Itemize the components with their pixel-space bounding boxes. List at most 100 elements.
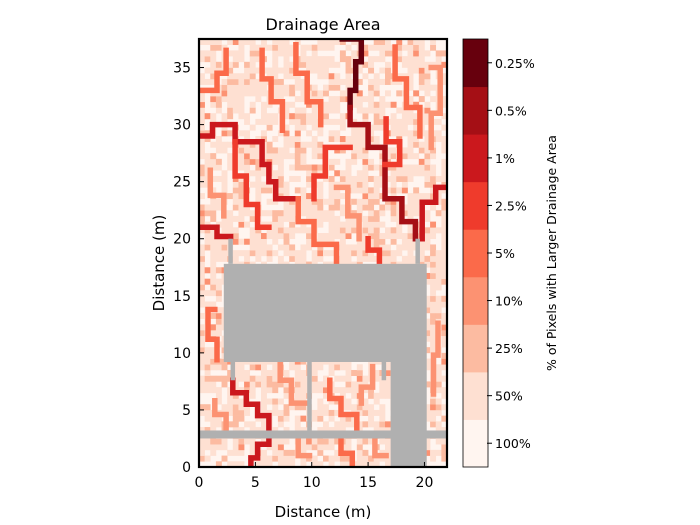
heatmap-cell (249, 147, 256, 154)
heatmap-cell (317, 130, 324, 137)
heatmap-cell (232, 198, 239, 205)
heatmap-cell (396, 187, 403, 194)
heatmap-cell (261, 427, 267, 434)
heatmap-cell (294, 387, 301, 394)
heatmap-cell (215, 39, 222, 46)
heatmap-cell (272, 118, 279, 125)
heatmap-cell (199, 347, 205, 354)
drainage-channel (428, 64, 443, 151)
heatmap-cell (204, 444, 211, 451)
heatmap-cell (385, 164, 391, 171)
heatmap-cell (356, 136, 363, 143)
heatmap-cell (294, 107, 301, 114)
heatmap-cell (244, 255, 251, 262)
heatmap-cell (311, 124, 318, 131)
heatmap-cell (424, 67, 431, 74)
heatmap-cell (441, 227, 447, 234)
heatmap-cell (362, 449, 369, 456)
heatmap-cell (272, 387, 279, 394)
heatmap-cell (232, 398, 239, 405)
heatmap-cell (238, 210, 245, 217)
heatmap-cell (306, 193, 313, 200)
heatmap-cell (407, 221, 414, 228)
heatmap-cell (390, 118, 397, 125)
heatmap-cell (227, 215, 234, 222)
heatmap-cell (441, 198, 447, 205)
heatmap-cell (362, 164, 369, 171)
heatmap-cell (272, 67, 279, 74)
heatmap-cell (255, 364, 262, 371)
heatmap-cell (339, 50, 346, 57)
colorbar-segment (463, 134, 488, 183)
heatmap-cell (232, 78, 239, 85)
heatmap-cell (215, 330, 222, 337)
heatmap-cell (221, 78, 228, 85)
heatmap-cell (401, 210, 408, 217)
heatmap-cell (424, 164, 431, 171)
heatmap-cell (261, 233, 267, 240)
heatmap-cell (227, 141, 234, 148)
heatmap-cell (435, 438, 442, 445)
heatmap-cell (323, 455, 329, 462)
heatmap-cell (238, 215, 245, 222)
heatmap-cell (396, 221, 403, 228)
heatmap-cell (283, 141, 290, 148)
x-axis: 0 5 10 15 20 (195, 462, 433, 491)
heatmap-cell (379, 56, 386, 63)
heatmap-cell (210, 427, 217, 434)
heatmap-cell (289, 255, 296, 262)
heatmap-cell (272, 233, 279, 240)
heatmap-cell (373, 44, 380, 51)
heatmap-cell (339, 113, 346, 120)
heatmap-cell (215, 421, 222, 428)
x-tick-label: 10 (303, 475, 321, 491)
heatmap-cell (401, 44, 408, 51)
heatmap-cell (249, 421, 256, 428)
heatmap-cell (356, 147, 363, 154)
heatmap-cell (215, 295, 222, 302)
heatmap-cell (272, 221, 279, 228)
heatmap-cell (328, 204, 335, 211)
heatmap-cell (300, 187, 307, 194)
heatmap-cell (430, 449, 437, 456)
heatmap-cell (317, 221, 324, 228)
heatmap-cell (238, 175, 245, 182)
heatmap-cell (249, 387, 256, 394)
heatmap-cell (199, 444, 205, 451)
y-tick-label: 35 (173, 61, 191, 77)
heatmap-cell (441, 375, 447, 382)
heatmap-cell (311, 113, 318, 120)
heatmap-cell (362, 50, 369, 57)
heatmap-cell (413, 39, 420, 46)
heatmap-cell (368, 67, 375, 74)
heatmap-cell (221, 444, 228, 451)
heatmap-cell (199, 278, 205, 285)
heatmap-cell (261, 381, 267, 388)
heatmap-cell (261, 461, 267, 467)
heatmap-cell (261, 398, 267, 405)
heatmap-cell (334, 170, 341, 177)
heatmap-cell (396, 170, 403, 177)
heatmap-cell (390, 204, 397, 211)
heatmap-cell (210, 272, 217, 279)
heatmap-cell (232, 181, 239, 188)
heatmap-cell (317, 181, 324, 188)
heatmap-cell (362, 255, 369, 262)
heatmap-cell (430, 96, 437, 103)
heatmap-cell (362, 204, 369, 211)
heatmap-cell (430, 318, 437, 325)
heatmap-cell (283, 61, 290, 68)
heatmap-cell (244, 158, 251, 165)
heatmap-cell (261, 369, 267, 376)
heatmap-cell (407, 238, 414, 245)
heatmap-cell (317, 233, 324, 240)
heatmap-cell (210, 415, 217, 422)
heatmap-cell (306, 181, 313, 188)
heatmap-cell (317, 61, 324, 68)
heatmap-cell (379, 250, 386, 257)
heatmap-cell (339, 204, 346, 211)
heatmap-cell (266, 387, 273, 394)
heatmap-cell (238, 130, 245, 137)
heatmap-cell (390, 255, 397, 262)
heatmap-cell (379, 392, 386, 399)
